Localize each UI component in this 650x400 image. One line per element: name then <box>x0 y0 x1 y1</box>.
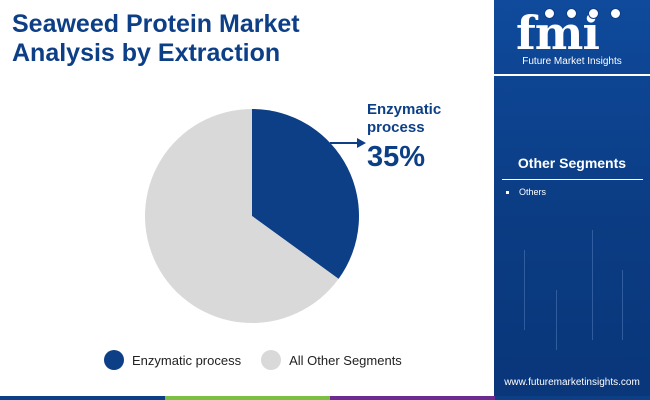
segments-rule <box>502 179 643 180</box>
pie-slice-enzymatic <box>252 109 359 279</box>
sidebar-panel: fmi Future Market Insights Other Segment… <box>494 0 650 400</box>
footer-bar-segment <box>330 396 495 400</box>
website-url: www.futuremarketinsights.com <box>504 377 640 388</box>
footer-bar-segment <box>0 396 165 400</box>
logo-letters: fmi <box>516 6 600 60</box>
logo-dot-icon <box>610 8 621 19</box>
legend-swatch-enzymatic <box>104 350 124 370</box>
logo-tagline: Future Market Insights <box>522 56 622 67</box>
segment-item-label: Others <box>519 187 547 197</box>
legend-item-enzymatic: Enzymatic process <box>104 350 241 370</box>
logo-dot-icon <box>544 8 555 19</box>
footer-bar-segment <box>495 396 650 400</box>
pie-callout: Enzymatic process 35% <box>367 101 477 174</box>
page-title: Seaweed Protein Market Analysis by Extra… <box>12 10 472 68</box>
logo-dot-icon <box>588 8 599 19</box>
segment-item: Others <box>506 187 546 197</box>
callout-arrow <box>330 138 366 148</box>
segments-title: Other Segments <box>517 155 627 171</box>
callout-label-line-2: process <box>367 119 425 136</box>
panel-texture <box>592 230 593 340</box>
bullet-icon <box>506 190 509 194</box>
pie-slice-other <box>144 109 339 323</box>
legend-label-enzymatic: Enzymatic process <box>132 352 242 368</box>
callout-arrowhead-icon <box>357 138 366 148</box>
pie-slices <box>144 109 359 323</box>
fmi-logo: fmi Future Market Insights <box>494 0 650 72</box>
legend-label-other: All Other Segments <box>289 352 402 368</box>
legend-item-other: All Other Segments <box>261 350 402 370</box>
panel-texture <box>622 270 623 340</box>
panel-texture <box>556 290 557 350</box>
logo-dot-icon <box>566 8 577 19</box>
pie-chart <box>144 109 366 323</box>
callout-label-line-1: Enzymatic <box>367 101 442 118</box>
title-line-1: Seaweed Protein Market <box>12 10 300 38</box>
title-line-2: Analysis by Extraction <box>12 39 281 67</box>
panel-divider <box>494 74 650 76</box>
legend-swatch-other <box>261 350 282 370</box>
chart-legend: Enzymatic process All Other Segments <box>104 347 402 373</box>
panel-texture <box>524 250 525 330</box>
footer-color-bar <box>0 396 650 400</box>
callout-value: 35% <box>367 141 426 173</box>
footer-bar-segment <box>165 396 330 400</box>
